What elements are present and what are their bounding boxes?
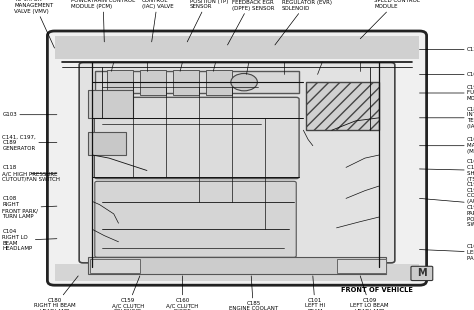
Bar <box>337 259 386 273</box>
Bar <box>306 82 379 130</box>
Bar <box>95 71 299 93</box>
Text: C131: C131 <box>419 47 474 52</box>
Text: C180
RIGHT HI BEAM
HEADLAMP: C180 RIGHT HI BEAM HEADLAMP <box>34 276 78 310</box>
Text: C182
THROTTLE
POSITION (TP)
SENSOR: C182 THROTTLE POSITION (TP) SENSOR <box>187 0 228 42</box>
Bar <box>140 70 166 95</box>
Text: FRONT OF VEHICLE: FRONT OF VEHICLE <box>340 287 412 293</box>
Text: C160
A/C CLUTCH
DIODE: C160 A/C CLUTCH DIODE <box>166 276 199 310</box>
Text: C183
DIFFERENTIAL
PRESSURE
FEEDBACK EGR
(DPFE) SENSOR: C183 DIFFERENTIAL PRESSURE FEEDBACK EGR … <box>228 0 275 45</box>
Text: C159
A/C CLUTCH
SOLENOID: C159 A/C CLUTCH SOLENOID <box>112 276 144 310</box>
Text: C130
TO VAPOR
MANAGEMENT
VALVE (VMV): C130 TO VAPOR MANAGEMENT VALVE (VMV) <box>14 0 55 48</box>
FancyBboxPatch shape <box>47 31 427 285</box>
Text: C1000
POWERTRAIN CONTROL
MODULE (PCM): C1000 POWERTRAIN CONTROL MODULE (PCM) <box>71 0 135 42</box>
Bar <box>55 36 419 59</box>
Text: C127
SPEED CONTROL
MODULE: C127 SPEED CONTROL MODULE <box>360 0 420 39</box>
Bar <box>90 259 140 273</box>
Text: C141, C197,
C189
GENERATOR: C141, C197, C189 GENERATOR <box>2 134 57 151</box>
Text: C196
FUEL PUMP
MONITOR: C196 FUEL PUMP MONITOR <box>419 85 474 101</box>
FancyBboxPatch shape <box>411 266 433 281</box>
FancyBboxPatch shape <box>94 97 299 179</box>
Text: C118
A/C HIGH PRESSURE
CUTOUT/FAN SWITCH: C118 A/C HIGH PRESSURE CUTOUT/FAN SWITCH <box>2 165 60 182</box>
Text: C108
RIGHT
FRONT PARK/
TURN LAMP: C108 RIGHT FRONT PARK/ TURN LAMP <box>2 197 57 219</box>
Bar <box>88 257 386 274</box>
Text: C101
LEFT HI
BEAM
HEADLAMP: C101 LEFT HI BEAM HEADLAMP <box>300 276 330 310</box>
Bar <box>55 264 419 281</box>
Text: C185
ENGINE COOLANT
TEMPERATURE
(ECT) SENSOR: C185 ENGINE COOLANT TEMPERATURE (ECT) SE… <box>229 276 278 310</box>
Text: C191
C191
CORE TRANSAXLE
(AUTOMATIC) OR
C198
PARK/NEUTRAL
POSITION (PNP)
SWITCH : C191 C191 CORE TRANSAXLE (AUTOMATIC) OR … <box>419 182 474 228</box>
Text: C189
INTAKE AIR
TEMPERATURE
(IAT) SENSOR: C189 INTAKE AIR TEMPERATURE (IAT) SENSOR <box>419 107 474 129</box>
Bar <box>88 90 133 118</box>
FancyBboxPatch shape <box>95 181 296 257</box>
Text: C104
RIGHT LO
BEAM
HEADLAMP: C104 RIGHT LO BEAM HEADLAMP <box>2 229 57 251</box>
Text: C193
EXHAUST GAS RECIR-
CULATION VACUUM
REGULATOR (EVR)
SOLENOID: C193 EXHAUST GAS RECIR- CULATION VACUUM … <box>275 0 341 45</box>
FancyBboxPatch shape <box>79 63 395 263</box>
Text: G103: G103 <box>2 112 57 117</box>
Text: C109
LEFT LO BEAM
HEADLAMP: C109 LEFT LO BEAM HEADLAMP <box>350 276 389 310</box>
Bar <box>107 70 133 95</box>
Text: C1002
MASS AIR FLOW
(MAF) SENSOR: C1002 MASS AIR FLOW (MAF) SENSOR <box>419 137 474 154</box>
Text: M: M <box>417 268 427 278</box>
Text: C100: C100 <box>419 72 474 77</box>
Text: C100b
LEFT FRONT
PARK/TURN LAMP: C100b LEFT FRONT PARK/TURN LAMP <box>419 244 474 261</box>
Bar <box>88 132 126 155</box>
Circle shape <box>231 73 257 91</box>
Bar <box>173 70 199 95</box>
Text: C163
IDLE AIR
CONTROL
(IAC) VALVE: C163 IDLE AIR CONTROL (IAC) VALVE <box>142 0 174 42</box>
Bar <box>206 70 232 95</box>
Text: C168
C168 TURBINE
SHAFT SPEED
(TSS) SENSOR: C168 C168 TURBINE SHAFT SPEED (TSS) SENS… <box>419 159 474 182</box>
